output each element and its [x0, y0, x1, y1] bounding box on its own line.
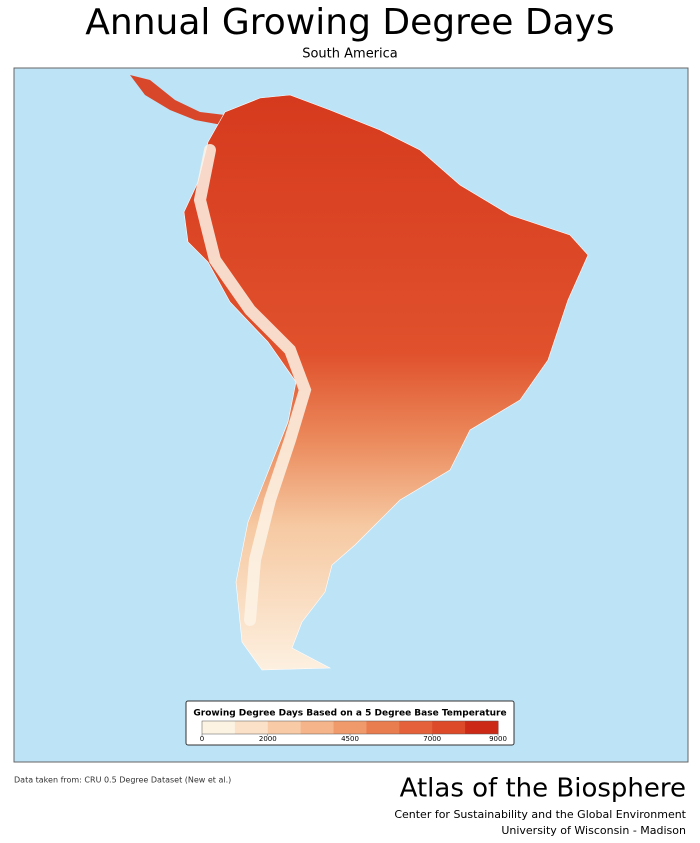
legend-tick-label: 4500: [341, 735, 359, 743]
legend-swatch: [202, 721, 236, 734]
legend-tick-label: 7000: [423, 735, 441, 743]
legend-swatch: [267, 721, 302, 734]
footer-title: Atlas of the Biosphere: [400, 774, 686, 804]
footer-line: Center for Sustainability and the Global…: [394, 808, 686, 821]
legend-swatch: [432, 721, 466, 734]
legend-swatch: [366, 721, 400, 734]
footer-line: University of Wisconsin - Madison: [501, 824, 686, 837]
legend-swatch: [333, 721, 367, 734]
legend-swatch: [399, 721, 433, 734]
legend-title: Growing Degree Days Based on a 5 Degree …: [193, 709, 506, 719]
legend-tick-label: 2000: [259, 735, 277, 743]
legend-tick-label: 0: [200, 735, 204, 743]
central-america: [130, 75, 225, 125]
title: Annual Growing Degree Days: [85, 2, 614, 43]
legend-swatch: [300, 721, 335, 734]
subtitle: South America: [302, 47, 398, 62]
source: Data taken from: CRU 0.5 Degree Dataset …: [14, 776, 231, 785]
andes: [193, 144, 312, 626]
legend-bar: 0 2000 4500 7000 9000: [200, 720, 507, 743]
south-america: [183, 94, 589, 671]
legend-tick-label: 9000: [489, 735, 507, 743]
legend-swatch: [234, 721, 269, 734]
legend-swatch: [465, 721, 499, 734]
